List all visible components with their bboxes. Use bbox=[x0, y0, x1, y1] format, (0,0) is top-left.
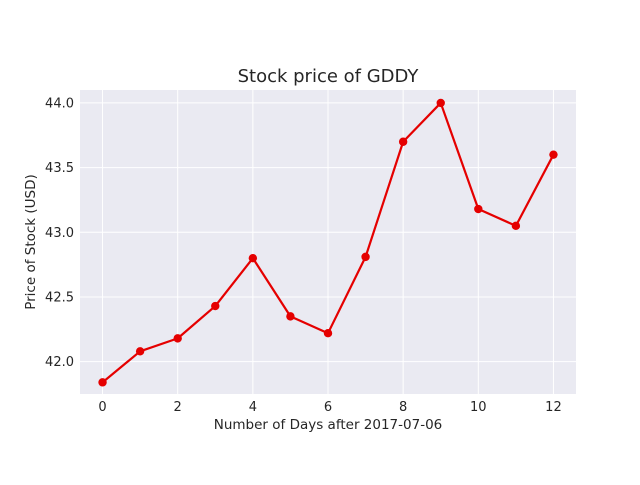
data-point bbox=[323, 329, 333, 338]
x-axis-label: Number of Days after 2017-07-06 bbox=[214, 417, 443, 433]
data-point bbox=[398, 137, 408, 146]
x-tick-label: 4 bbox=[249, 400, 257, 415]
x-tick-label: 0 bbox=[98, 400, 106, 415]
y-tick-label: 43.5 bbox=[45, 161, 74, 176]
data-point bbox=[135, 347, 145, 356]
data-point bbox=[474, 204, 483, 214]
data-point bbox=[211, 301, 220, 311]
y-axis-label: Price of Stock (USD) bbox=[23, 174, 39, 310]
data-point bbox=[549, 150, 558, 159]
data-point bbox=[361, 252, 370, 262]
x-tick-label: 12 bbox=[545, 400, 562, 415]
data-point bbox=[173, 334, 182, 343]
data-point bbox=[248, 253, 258, 263]
grid bbox=[80, 90, 576, 394]
x-tick-label: 8 bbox=[399, 400, 407, 415]
y-tick-label: 44.0 bbox=[45, 96, 74, 111]
y-tick-label: 42.0 bbox=[45, 355, 74, 370]
series-layer bbox=[98, 98, 558, 387]
data-point bbox=[286, 312, 295, 321]
tick-layer: 0 2 4 6 8 10 12 42.0 42.5 43.0 43.5 44.0 bbox=[45, 96, 562, 415]
data-point bbox=[98, 378, 107, 387]
y-tick-label: 42.5 bbox=[45, 290, 74, 305]
data-point bbox=[436, 98, 445, 108]
x-tick-label: 6 bbox=[324, 400, 332, 415]
data-point bbox=[511, 221, 521, 231]
y-tick-label: 43.0 bbox=[45, 226, 74, 241]
x-tick-label: 10 bbox=[470, 400, 487, 415]
chart-title: Stock price of GDDY bbox=[238, 66, 420, 87]
x-tick-label: 2 bbox=[174, 400, 182, 415]
